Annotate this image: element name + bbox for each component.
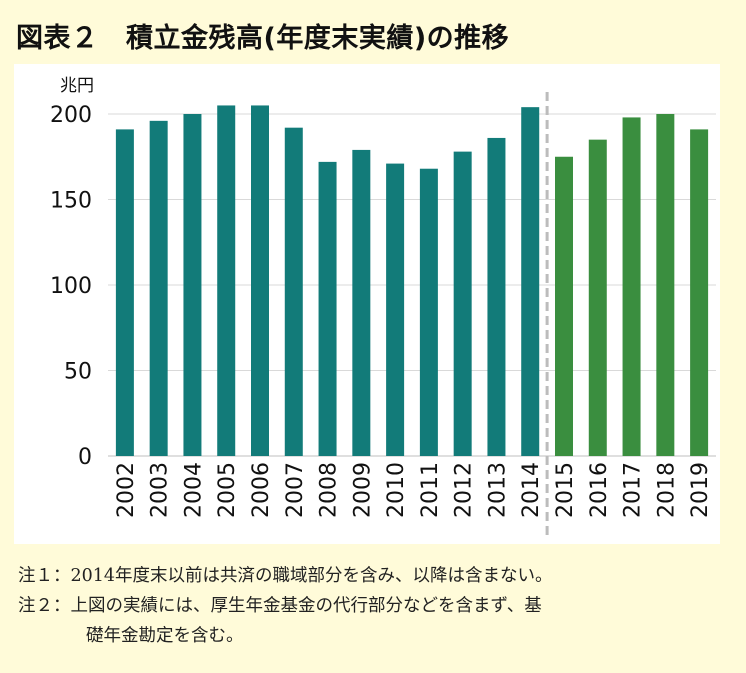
bar-2008: [318, 161, 337, 456]
bar-2005: [217, 105, 236, 456]
note-1: 注１：2014年度末以前は共済の職域部分を含み、以降は含まない。: [18, 566, 553, 586]
bar-2016: [588, 139, 607, 456]
x-tick-label-2004: 2004: [181, 462, 206, 518]
x-axis: 2002 2003 2004 2005 2006 2007 2008 2009 2010 2011…: [114, 462, 713, 518]
y-axis-unit-label: 兆円: [60, 76, 94, 96]
bars: [115, 105, 709, 457]
x-tick-label-2011: 2011: [418, 462, 443, 518]
bar-2006: [251, 105, 269, 456]
bar-2010: [386, 163, 405, 456]
chart-title: 図表２ 積立金残高(年度末実績)の推移: [16, 23, 510, 54]
x-tick-label-2013: 2013: [485, 462, 510, 518]
bar-2002: [115, 129, 134, 456]
y-tick-label: 0: [78, 445, 92, 470]
x-tick-label-2005: 2005: [215, 462, 240, 518]
x-tick-label-2017: 2017: [621, 462, 646, 518]
y-tick-label: 150: [50, 189, 92, 214]
bar-2009: [352, 149, 371, 456]
y-tick-label: 200: [50, 103, 92, 128]
y-tick-label: 100: [50, 274, 92, 299]
x-tick-label-2002: 2002: [114, 462, 139, 518]
bar-2003: [149, 120, 168, 456]
x-tick-label-2019: 2019: [688, 462, 713, 518]
x-tick-label-2003: 2003: [148, 462, 173, 518]
x-tick-label-2009: 2009: [350, 462, 375, 518]
bar-2013: [487, 137, 506, 456]
plot-panel: 兆円 0 50 100 150 200 2002 2003 2004 2005 2006 2007…: [14, 64, 720, 544]
x-tick-label-2016: 2016: [587, 462, 612, 518]
bar-2015: [555, 156, 573, 456]
bar-chart: 兆円 0 50 100 150 200 2002 2003 2004 2005 2006 2007…: [50, 76, 716, 540]
bar-2007: [284, 127, 303, 457]
gridlines: [108, 113, 716, 457]
x-tick-label-2007: 2007: [283, 462, 308, 518]
note-2: 注２：上図の実績には、厚生年金基金の代行部分などを含まず、基: [18, 596, 542, 616]
x-tick-label-2015: 2015: [553, 462, 578, 518]
x-tick-label-2012: 2012: [452, 462, 477, 518]
bar-2014: [521, 107, 540, 456]
x-tick-label-2006: 2006: [249, 462, 274, 518]
y-axis: 0 50 100 150 200: [50, 103, 92, 470]
note-2-continuation: 礎年金勘定を含む。: [86, 626, 244, 646]
bar-2011: [419, 168, 438, 456]
x-tick-label-2008: 2008: [317, 462, 342, 518]
bar-2017: [622, 117, 641, 457]
bar-2018: [656, 114, 675, 456]
bar-2019: [690, 129, 709, 456]
y-tick-label: 50: [64, 360, 92, 385]
x-tick-label-2010: 2010: [384, 462, 409, 518]
bar-2012: [453, 151, 472, 456]
x-tick-label-2018: 2018: [654, 462, 679, 518]
x-tick-label-2014: 2014: [519, 462, 544, 518]
bar-2004: [183, 114, 202, 456]
